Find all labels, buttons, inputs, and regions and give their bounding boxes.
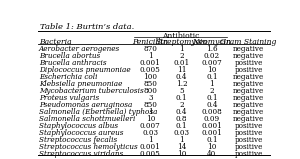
Text: Staphylococcus albus: Staphylococcus albus: [39, 122, 118, 130]
Text: 870: 870: [143, 45, 157, 53]
Text: Staphylococcus aureus: Staphylococcus aureus: [39, 129, 123, 137]
Text: 2: 2: [179, 52, 184, 60]
Text: Salmonella schottmuelleri: Salmonella schottmuelleri: [39, 115, 135, 123]
Text: Neomycin: Neomycin: [192, 38, 231, 46]
Text: Streptomycin: Streptomycin: [155, 38, 208, 46]
Text: 10: 10: [207, 143, 217, 151]
Text: 11: 11: [177, 66, 186, 74]
Text: 1.6: 1.6: [206, 45, 218, 53]
Text: 0.4: 0.4: [176, 73, 188, 81]
Text: 0.001: 0.001: [201, 122, 222, 130]
Text: positive: positive: [234, 143, 263, 151]
Text: 0.1: 0.1: [206, 136, 218, 144]
Text: Mycobacterium tuberculosis: Mycobacterium tuberculosis: [39, 87, 143, 95]
Text: 0.1: 0.1: [206, 94, 218, 102]
Text: 0.007: 0.007: [140, 122, 160, 130]
Text: 10: 10: [207, 66, 217, 74]
Text: negative: negative: [233, 108, 264, 116]
Text: positive: positive: [234, 129, 263, 137]
Text: positive: positive: [234, 122, 263, 130]
Text: 5: 5: [179, 87, 184, 95]
Text: 0.02: 0.02: [204, 52, 220, 60]
Text: 0.005: 0.005: [140, 66, 160, 74]
Text: Gram Staining: Gram Staining: [220, 38, 277, 46]
Text: Pseudomonas aeruginosa: Pseudomonas aeruginosa: [39, 101, 132, 109]
Text: 1.2: 1.2: [176, 80, 188, 88]
Text: 0.001: 0.001: [201, 129, 222, 137]
Text: positive: positive: [234, 150, 263, 158]
Text: 2: 2: [210, 87, 214, 95]
Text: 0.005: 0.005: [140, 150, 160, 158]
Text: 14: 14: [177, 143, 186, 151]
Text: 1: 1: [148, 108, 153, 116]
Text: negative: negative: [233, 101, 264, 109]
Text: positive: positive: [234, 66, 263, 74]
Text: Antibiotic: Antibiotic: [162, 32, 199, 40]
Text: 0.03: 0.03: [174, 129, 190, 137]
Text: negative: negative: [233, 115, 264, 123]
Text: 0.8: 0.8: [176, 115, 188, 123]
Text: Penicillin: Penicillin: [132, 38, 168, 46]
Text: 0.1: 0.1: [176, 122, 188, 130]
Text: negative: negative: [233, 52, 264, 60]
Text: negative: negative: [233, 80, 264, 88]
Text: 850: 850: [143, 101, 157, 109]
Text: Streptococcus viridans: Streptococcus viridans: [39, 150, 123, 158]
Text: 0.4: 0.4: [206, 101, 218, 109]
Text: Bacteria: Bacteria: [39, 38, 71, 46]
Text: negative: negative: [233, 73, 264, 81]
Text: Streptococcus fecalis: Streptococcus fecalis: [39, 136, 117, 144]
Text: Diplococcus pneumoniae: Diplococcus pneumoniae: [39, 66, 130, 74]
Text: 1: 1: [179, 45, 184, 53]
Text: 1: 1: [148, 136, 153, 144]
Text: 10: 10: [146, 115, 155, 123]
Text: 40: 40: [207, 150, 217, 158]
Text: 3: 3: [148, 94, 152, 102]
Text: negative: negative: [233, 45, 264, 53]
Text: 1: 1: [148, 52, 153, 60]
Text: 0.4: 0.4: [176, 108, 188, 116]
Text: 850: 850: [143, 80, 157, 88]
Text: 1: 1: [209, 80, 214, 88]
Text: 10: 10: [177, 150, 186, 158]
Text: 1: 1: [179, 136, 184, 144]
Text: positive: positive: [234, 59, 263, 67]
Text: 800: 800: [143, 87, 157, 95]
Text: Klebsiella pneumoniae: Klebsiella pneumoniae: [39, 80, 122, 88]
Text: 2: 2: [179, 101, 184, 109]
Text: Aerobacter aerogenes: Aerobacter aerogenes: [39, 45, 120, 53]
Text: 100: 100: [143, 73, 157, 81]
Text: 0.09: 0.09: [204, 115, 220, 123]
Text: 0.001: 0.001: [140, 143, 161, 151]
Text: Proteus vulgaris: Proteus vulgaris: [39, 94, 99, 102]
Text: Brucella anthracis: Brucella anthracis: [39, 59, 106, 67]
Text: positive: positive: [234, 136, 263, 144]
Text: 0.1: 0.1: [206, 73, 218, 81]
Text: 0.1: 0.1: [176, 94, 188, 102]
Text: negative: negative: [233, 94, 264, 102]
Text: Table 1: Burtin’s data.: Table 1: Burtin’s data.: [40, 23, 134, 31]
Text: negative: negative: [233, 87, 264, 95]
Text: Streptococcus hemolyticus: Streptococcus hemolyticus: [39, 143, 137, 151]
Text: Salmonella (Eberthella) typhosa: Salmonella (Eberthella) typhosa: [39, 108, 157, 116]
Text: 0.03: 0.03: [142, 129, 158, 137]
Text: 0.01: 0.01: [173, 59, 190, 67]
Text: 0.007: 0.007: [202, 59, 222, 67]
Text: 0.001: 0.001: [140, 59, 161, 67]
Text: 0.008: 0.008: [202, 108, 222, 116]
Text: Brucella abortus: Brucella abortus: [39, 52, 100, 60]
Text: Escherichia coli: Escherichia coli: [39, 73, 97, 81]
